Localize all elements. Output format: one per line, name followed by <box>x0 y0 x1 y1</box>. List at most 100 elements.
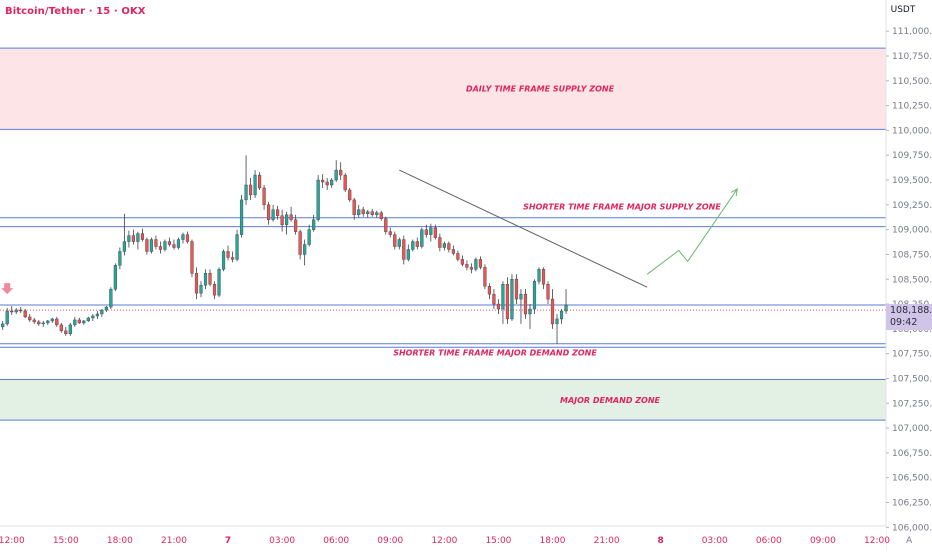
candle-body <box>415 241 419 247</box>
candle-body <box>136 233 140 242</box>
candle-body <box>289 214 293 220</box>
candle <box>194 267 199 300</box>
candle <box>253 170 257 198</box>
candle-body <box>145 239 149 252</box>
candle <box>294 214 298 235</box>
candle <box>469 263 473 274</box>
candle-body <box>221 251 226 270</box>
candle-body <box>64 330 68 335</box>
candle-body <box>357 209 361 215</box>
candle-body <box>483 267 487 287</box>
time-axis[interactable]: 12:00 15:00 18:00 21:00 7 03:00 06:00 09:00 12:0… <box>0 525 913 550</box>
candle-body <box>14 309 18 313</box>
candle-body <box>334 169 338 181</box>
candles-layer <box>1 155 568 344</box>
candle-body <box>68 324 72 335</box>
candle <box>118 247 122 270</box>
candle-body <box>181 234 185 240</box>
auto-scale-icon[interactable]: A <box>906 536 913 546</box>
symbol-title[interactable]: Bitcoin/Tether · 15 · OKX <box>5 6 146 17</box>
candle <box>312 214 316 232</box>
candle-body <box>343 174 347 191</box>
candle <box>50 317 54 323</box>
candle <box>262 184 266 210</box>
candle-body <box>433 227 437 238</box>
current-price-label: 108,188.9 <box>890 305 932 316</box>
candle-body <box>285 214 289 225</box>
candle-body <box>95 313 99 317</box>
level-label: SHORTER TIME FRAME MAJOR SUPPLY ZONE <box>523 203 721 212</box>
candle <box>122 213 126 256</box>
candle <box>77 317 81 324</box>
x-tick-label: 09:00 <box>810 536 836 546</box>
candle <box>528 304 532 329</box>
candle <box>64 326 68 336</box>
y-tick-label: 108,750.0 <box>892 250 932 260</box>
candle <box>203 269 208 290</box>
candle-body <box>167 241 172 245</box>
y-tick-label: 109,000.0 <box>892 226 932 236</box>
candle <box>55 316 59 327</box>
candle-body <box>176 239 181 248</box>
demand-zone-label: MAJOR DEMAND ZONE <box>560 396 661 405</box>
candle <box>298 229 302 260</box>
candle-body <box>55 318 59 326</box>
candle <box>334 160 338 183</box>
candle <box>438 233 442 252</box>
candle <box>109 287 113 310</box>
level-label: SHORTER TIME FRAME MAJOR DEMAND ZONE <box>393 349 597 358</box>
candle <box>339 162 343 181</box>
candle <box>514 274 519 305</box>
candle-body <box>375 212 379 215</box>
currency-button[interactable]: USDT <box>890 5 916 15</box>
candle-body <box>505 284 510 320</box>
candle-body <box>46 320 50 324</box>
drawings-layer <box>1 169 738 295</box>
candle-body <box>257 174 262 189</box>
candle-body <box>546 284 550 300</box>
candle-body <box>303 244 307 255</box>
candle <box>32 317 36 324</box>
candle <box>307 224 311 247</box>
candle <box>244 155 248 205</box>
price-axis[interactable]: 111,000.0 110,750.0 110,500.0 110,250.0 110,… <box>885 0 932 550</box>
candle <box>212 281 217 300</box>
candle-body <box>28 316 32 321</box>
candle <box>163 239 167 252</box>
candle <box>420 227 424 249</box>
y-tick-label: 110,750.0 <box>892 52 932 62</box>
candle-body <box>19 309 23 312</box>
x-tick-label: 18:00 <box>540 536 566 546</box>
candle-body <box>559 310 564 320</box>
candle <box>145 237 149 255</box>
candle-body <box>510 279 514 320</box>
candle-body <box>23 310 27 318</box>
candle <box>271 204 275 222</box>
candle <box>136 231 140 250</box>
candle-body <box>442 243 446 248</box>
candle-body <box>348 189 352 201</box>
candle <box>460 255 464 267</box>
candle-body <box>262 187 266 206</box>
candle-body <box>185 234 190 242</box>
y-tick-label: 109,250.0 <box>892 201 932 211</box>
x-tick-label: 12:00 <box>431 536 457 546</box>
candle-body <box>366 211 370 214</box>
candle <box>442 241 446 251</box>
candle-body <box>194 273 199 294</box>
candle <box>46 319 50 325</box>
candle <box>10 306 14 315</box>
candle <box>406 244 410 262</box>
candle-body <box>393 234 397 247</box>
x-tick-label: 03:00 <box>702 536 728 546</box>
candle-body <box>104 306 108 311</box>
candle <box>280 209 284 232</box>
candle <box>68 322 72 336</box>
zone-layer <box>0 47 886 421</box>
candle <box>266 201 271 225</box>
candle-body <box>41 322 45 325</box>
candle <box>343 173 347 192</box>
candle <box>352 197 356 220</box>
